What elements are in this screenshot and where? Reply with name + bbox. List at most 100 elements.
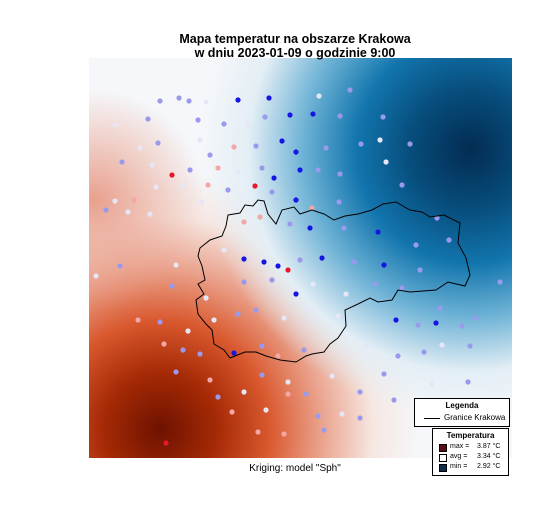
station-point [275,263,281,269]
station-point [293,149,299,155]
station-point [112,122,118,128]
station-point [173,369,179,375]
station-point [497,279,503,285]
station-point [413,242,419,248]
station-point [207,377,213,383]
station-point [341,225,347,231]
station-point [149,162,155,168]
station-point [399,285,405,291]
station-point [417,267,423,273]
station-point [446,237,452,243]
station-point [336,199,342,205]
station-point [380,114,386,120]
station-point [381,371,387,377]
station-point [275,353,281,359]
station-point [176,95,182,101]
boundary-legend: Legenda Granice Krakowa [414,398,510,427]
station-point [203,295,209,301]
station-point [395,353,401,359]
station-point [169,172,175,178]
station-point [375,229,381,235]
max-swatch [439,444,447,452]
station-point [117,263,123,269]
station-point [185,328,191,334]
station-point [309,205,315,211]
station-point [137,145,143,151]
station-point [157,98,163,104]
station-point [429,381,435,387]
station-point [259,343,265,349]
station-point [245,122,251,128]
station-point [434,215,440,221]
station-point [323,145,329,151]
krakow-boundary [195,199,471,363]
station-point [337,113,343,119]
station-point [179,183,185,189]
station-point [145,116,151,122]
station-point [241,279,247,285]
station-point [195,117,201,123]
station-point [147,211,153,217]
station-point [169,283,175,289]
chart-title-line1: Mapa temperatur na obszarze Krakowa [179,32,411,46]
station-point [269,189,275,195]
station-point [421,349,427,355]
station-point [269,277,275,283]
station-point [186,98,192,104]
station-point [310,281,316,287]
station-point [473,315,479,321]
boundary-label: Granice Krakowa [444,413,506,422]
station-point [391,397,397,403]
station-point [252,183,258,189]
station-point [329,373,335,379]
station-point [377,137,383,143]
station-point [180,347,186,353]
station-point [215,394,221,400]
station-point [241,219,247,225]
station-points [93,87,503,446]
station-point [307,225,313,231]
station-point [161,341,167,347]
station-point [372,281,378,287]
station-point [135,317,141,323]
station-point [221,121,227,127]
station-point [225,187,231,193]
station-point [293,291,299,297]
station-point [163,440,169,446]
station-point [285,391,291,397]
temperature-legend-title: Temperatura [446,431,495,440]
station-point [433,320,439,326]
station-point [119,159,125,165]
station-point [393,317,399,323]
station-point [321,427,327,433]
station-point [301,347,307,353]
station-point [293,197,299,203]
station-point [363,343,369,349]
station-point [310,111,316,117]
station-point [221,247,227,253]
station-point [303,305,309,311]
station-point [287,221,293,227]
station-point [437,305,443,311]
station-point [285,267,291,273]
station-point [465,379,471,385]
station-point [157,319,163,325]
legend-title: Legenda [445,401,479,410]
station-point [383,159,389,165]
station-point [231,144,237,150]
station-point [173,262,179,268]
station-point [241,256,247,262]
station-point [231,350,237,356]
station-point [459,323,465,329]
station-point [297,167,303,173]
station-point [337,171,343,177]
station-point [281,431,287,437]
station-point [315,167,321,173]
station-point [112,198,118,204]
station-point [103,207,109,213]
avg-value: 3.34 °C [477,453,501,460]
station-point [255,429,261,435]
station-point [261,259,267,265]
station-point [241,389,247,395]
station-point [199,199,205,205]
